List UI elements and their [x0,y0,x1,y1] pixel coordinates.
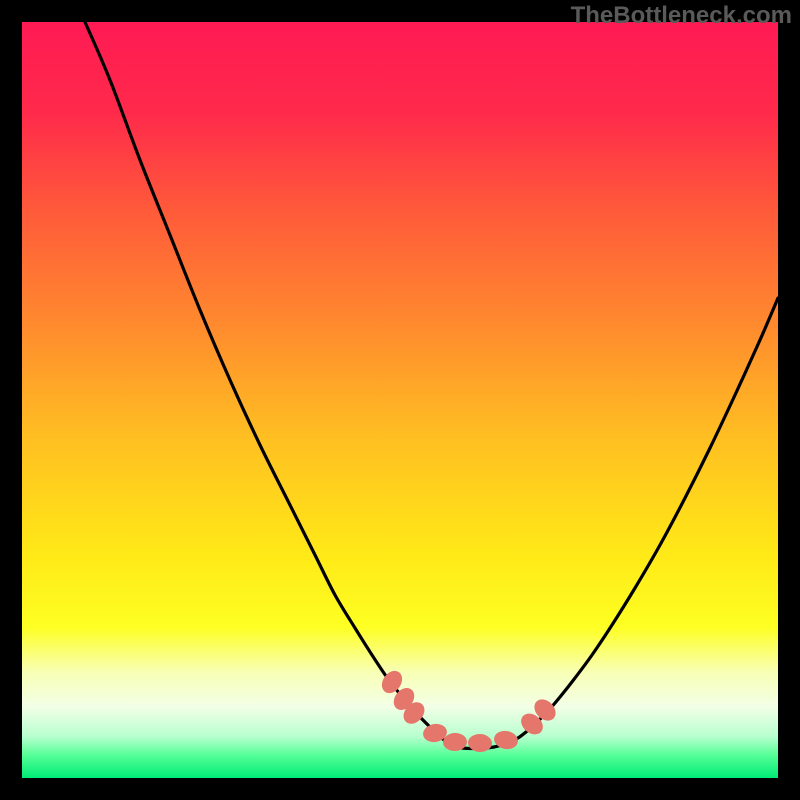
gradient-background [22,22,778,778]
chart-stage: TheBottleneck.com [0,0,800,800]
chart-svg [0,0,800,800]
